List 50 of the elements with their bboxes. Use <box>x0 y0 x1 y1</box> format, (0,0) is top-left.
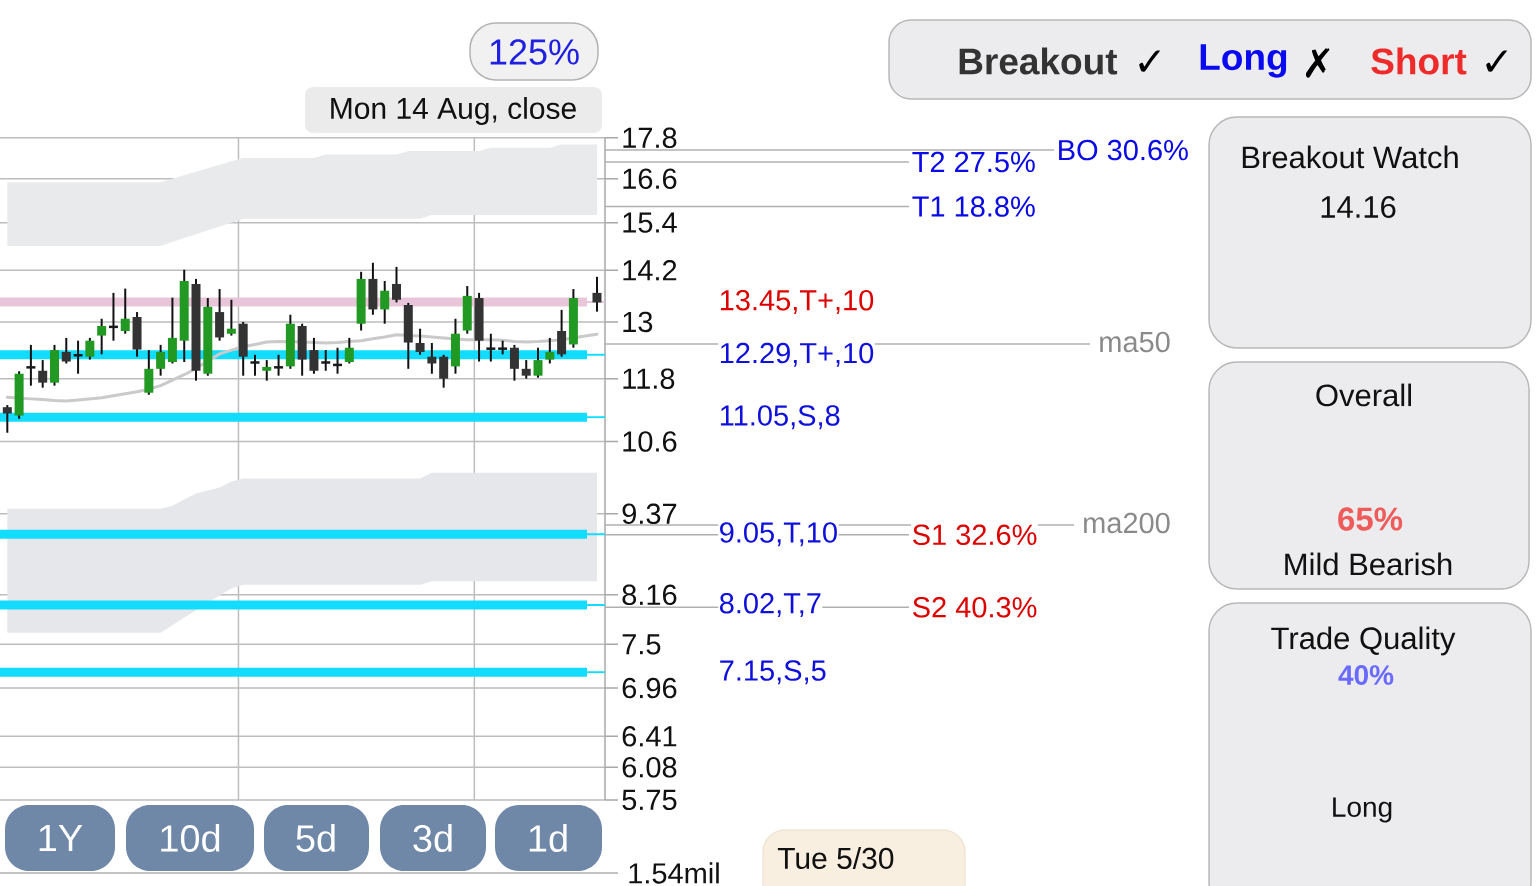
text: 1.54mil <box>629 862 719 884</box>
text: Breakout Watch <box>1242 145 1458 169</box>
y-tick-label: 7.5 <box>622 634 661 655</box>
ref-line-label: S2 40.3% <box>913 597 1037 618</box>
ref-line-label: T2 27.5% <box>912 151 1035 173</box>
text: Tue 5/30 <box>777 846 894 870</box>
y-tick-label: 10.6 <box>623 431 677 452</box>
text: 10d <box>161 824 220 852</box>
text: ✗ <box>1305 48 1330 78</box>
text: 1Y <box>39 824 83 852</box>
ref-line-label: 11.05,S,8 <box>720 405 840 430</box>
y-tick-label: 6.41 <box>622 726 677 747</box>
y-tick-label: 9.37 <box>622 503 677 525</box>
ref-line-label: 8.02,T,7 <box>719 592 821 617</box>
text: Mon 14 Aug, close <box>331 97 576 125</box>
text: Long <box>1333 797 1392 823</box>
y-tick-label: 5.75 <box>622 789 677 811</box>
text: 65% <box>1338 507 1403 531</box>
ref-line-label: 7.15,S,5 <box>720 660 826 685</box>
ref-line-label: BO 30.6% <box>1059 139 1188 161</box>
ref-line-label: T1 18.8% <box>912 196 1035 217</box>
y-tick-label: 15.4 <box>623 212 677 233</box>
y-tick-label: 6.08 <box>622 757 677 778</box>
text: 125% <box>490 39 579 65</box>
y-tick-label: 6.96 <box>622 677 677 699</box>
y-tick-label: 14.2 <box>623 260 677 281</box>
text: ma50 <box>1100 331 1170 353</box>
y-tick-label: 17.8 <box>623 127 677 149</box>
text: Breakout <box>959 47 1118 75</box>
y-tick-label: 13 <box>623 311 653 333</box>
text: ✓ <box>1486 50 1507 72</box>
ref-line-label: 9.05,T,10 <box>720 522 837 547</box>
text: 3d <box>413 824 452 852</box>
y-tick-label: 8.16 <box>622 584 677 606</box>
text: 40% <box>1338 665 1394 685</box>
text: 14.16 <box>1321 196 1396 218</box>
ref-line-label: 13.45,T+,10 <box>720 289 874 314</box>
ref-line-label: S1 32.6% <box>913 524 1037 546</box>
ref-line-label: 12.29,T+,10 <box>720 342 874 367</box>
text: Overall <box>1316 383 1412 407</box>
text: ma200 <box>1084 512 1170 534</box>
text: Trade Quality <box>1271 626 1456 656</box>
text: ✓ <box>1139 50 1160 72</box>
text: 5d <box>296 824 335 852</box>
text: 1d <box>529 824 567 852</box>
text: Short <box>1371 47 1467 75</box>
y-tick-label: 11.8 <box>623 368 675 389</box>
text: Long <box>1200 44 1287 78</box>
y-tick-label: 16.6 <box>623 168 677 189</box>
text: Mild Bearish <box>1285 552 1452 576</box>
